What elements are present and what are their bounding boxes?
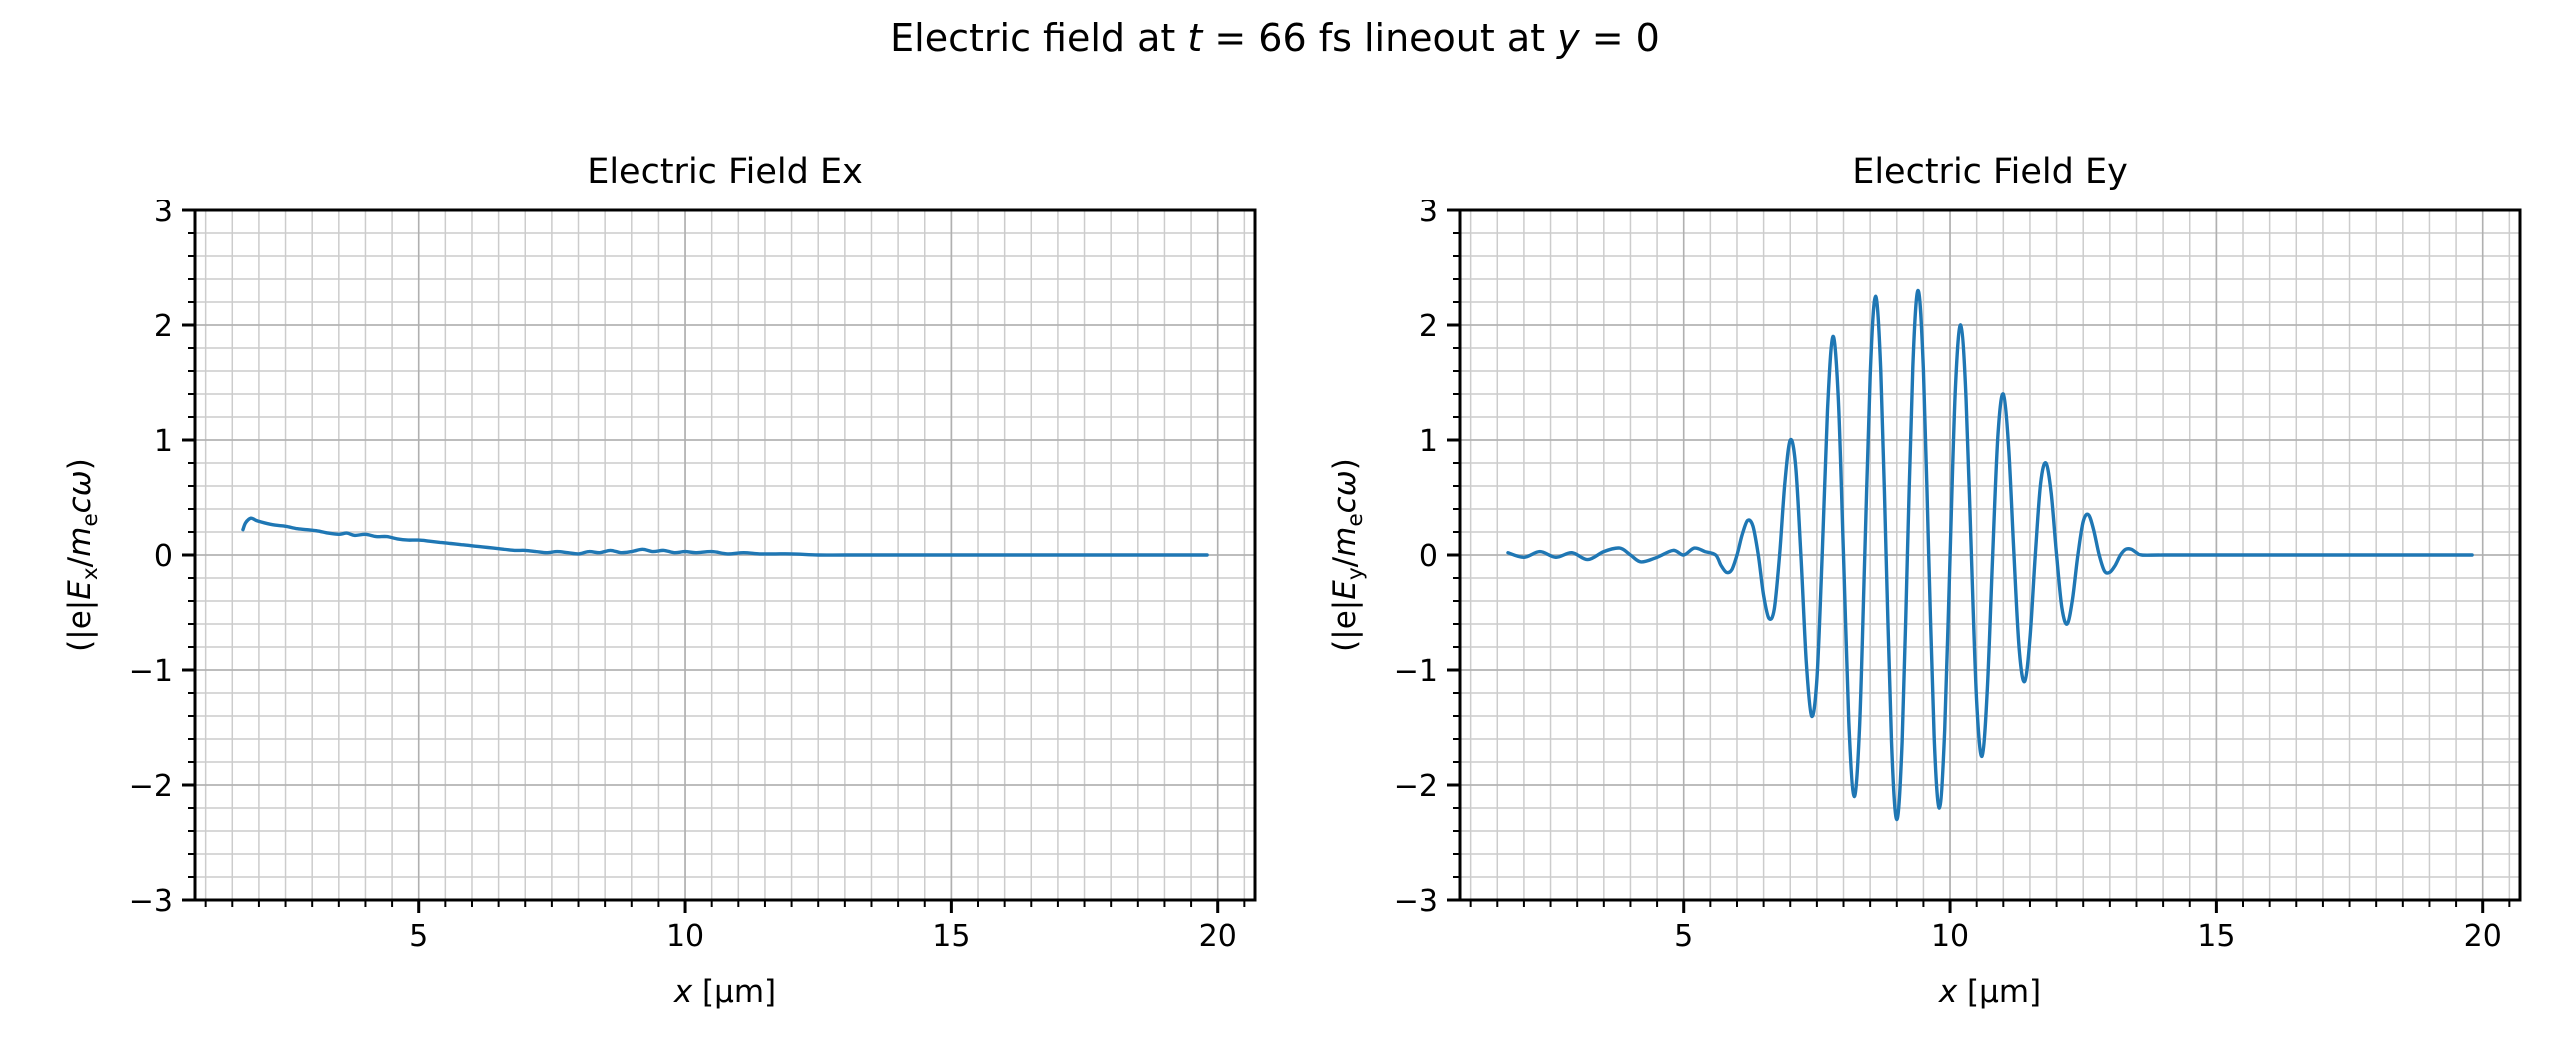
subplot-ex-plot-area: 5 10 15 20 −3 −2 −1 0 1 2 3 (129, 200, 1257, 954)
x-tick-label: 20 (2464, 919, 2502, 954)
y-tick-label: 3 (154, 200, 173, 229)
x-tick-label: 5 (409, 919, 428, 954)
y-tick-label: −2 (1394, 769, 1438, 804)
x-tick-label: 15 (932, 919, 970, 954)
data-line (1506, 288, 2474, 822)
x-tick-label: 10 (1931, 919, 1969, 954)
y-tick-label: 0 (1419, 539, 1438, 574)
y-tick-label: −1 (129, 654, 173, 689)
y-tick-label: −3 (129, 884, 173, 919)
data-line (241, 516, 1209, 557)
x-tick-label: 5 (1674, 919, 1693, 954)
y-tick-label: 1 (1419, 424, 1438, 459)
subplot-ey-title: Electric Field Ey (1852, 152, 2128, 192)
y-tick-label: −2 (129, 769, 173, 804)
figure-title: Electric field at t = 66 fs lineout at y… (890, 16, 1660, 60)
x-tick-label: 20 (1199, 919, 1237, 954)
subplot-ex-title: Electric Field Ex (587, 152, 863, 192)
y-tick-label: 0 (154, 539, 173, 574)
y-tick-label: 2 (1419, 309, 1438, 344)
y-tick-label: 1 (154, 424, 173, 459)
subplot-ey-plot-area: 5 10 15 20 −3 −2 −1 0 1 2 3 (1394, 200, 2522, 954)
subplot-ey: Electric Field Ey (|e|Ey/mecω) 5 10 15 20 −3… (1310, 152, 2550, 1032)
subplot-ey-xlabel: x [μm] (1938, 974, 2042, 1010)
y-tick-label: 3 (1419, 200, 1438, 229)
y-tick-label: −3 (1394, 884, 1438, 919)
subplot-ex: Electric Field Ex (|e|Ex/mecω) 5 10 15 20 −3… (45, 152, 1285, 1032)
x-tick-label: 10 (666, 919, 704, 954)
y-tick-label: 2 (154, 309, 173, 344)
x-tick-label: 15 (2197, 919, 2235, 954)
y-tick-label: −1 (1394, 654, 1438, 689)
subplot-ex-xlabel: x [μm] (673, 974, 777, 1010)
